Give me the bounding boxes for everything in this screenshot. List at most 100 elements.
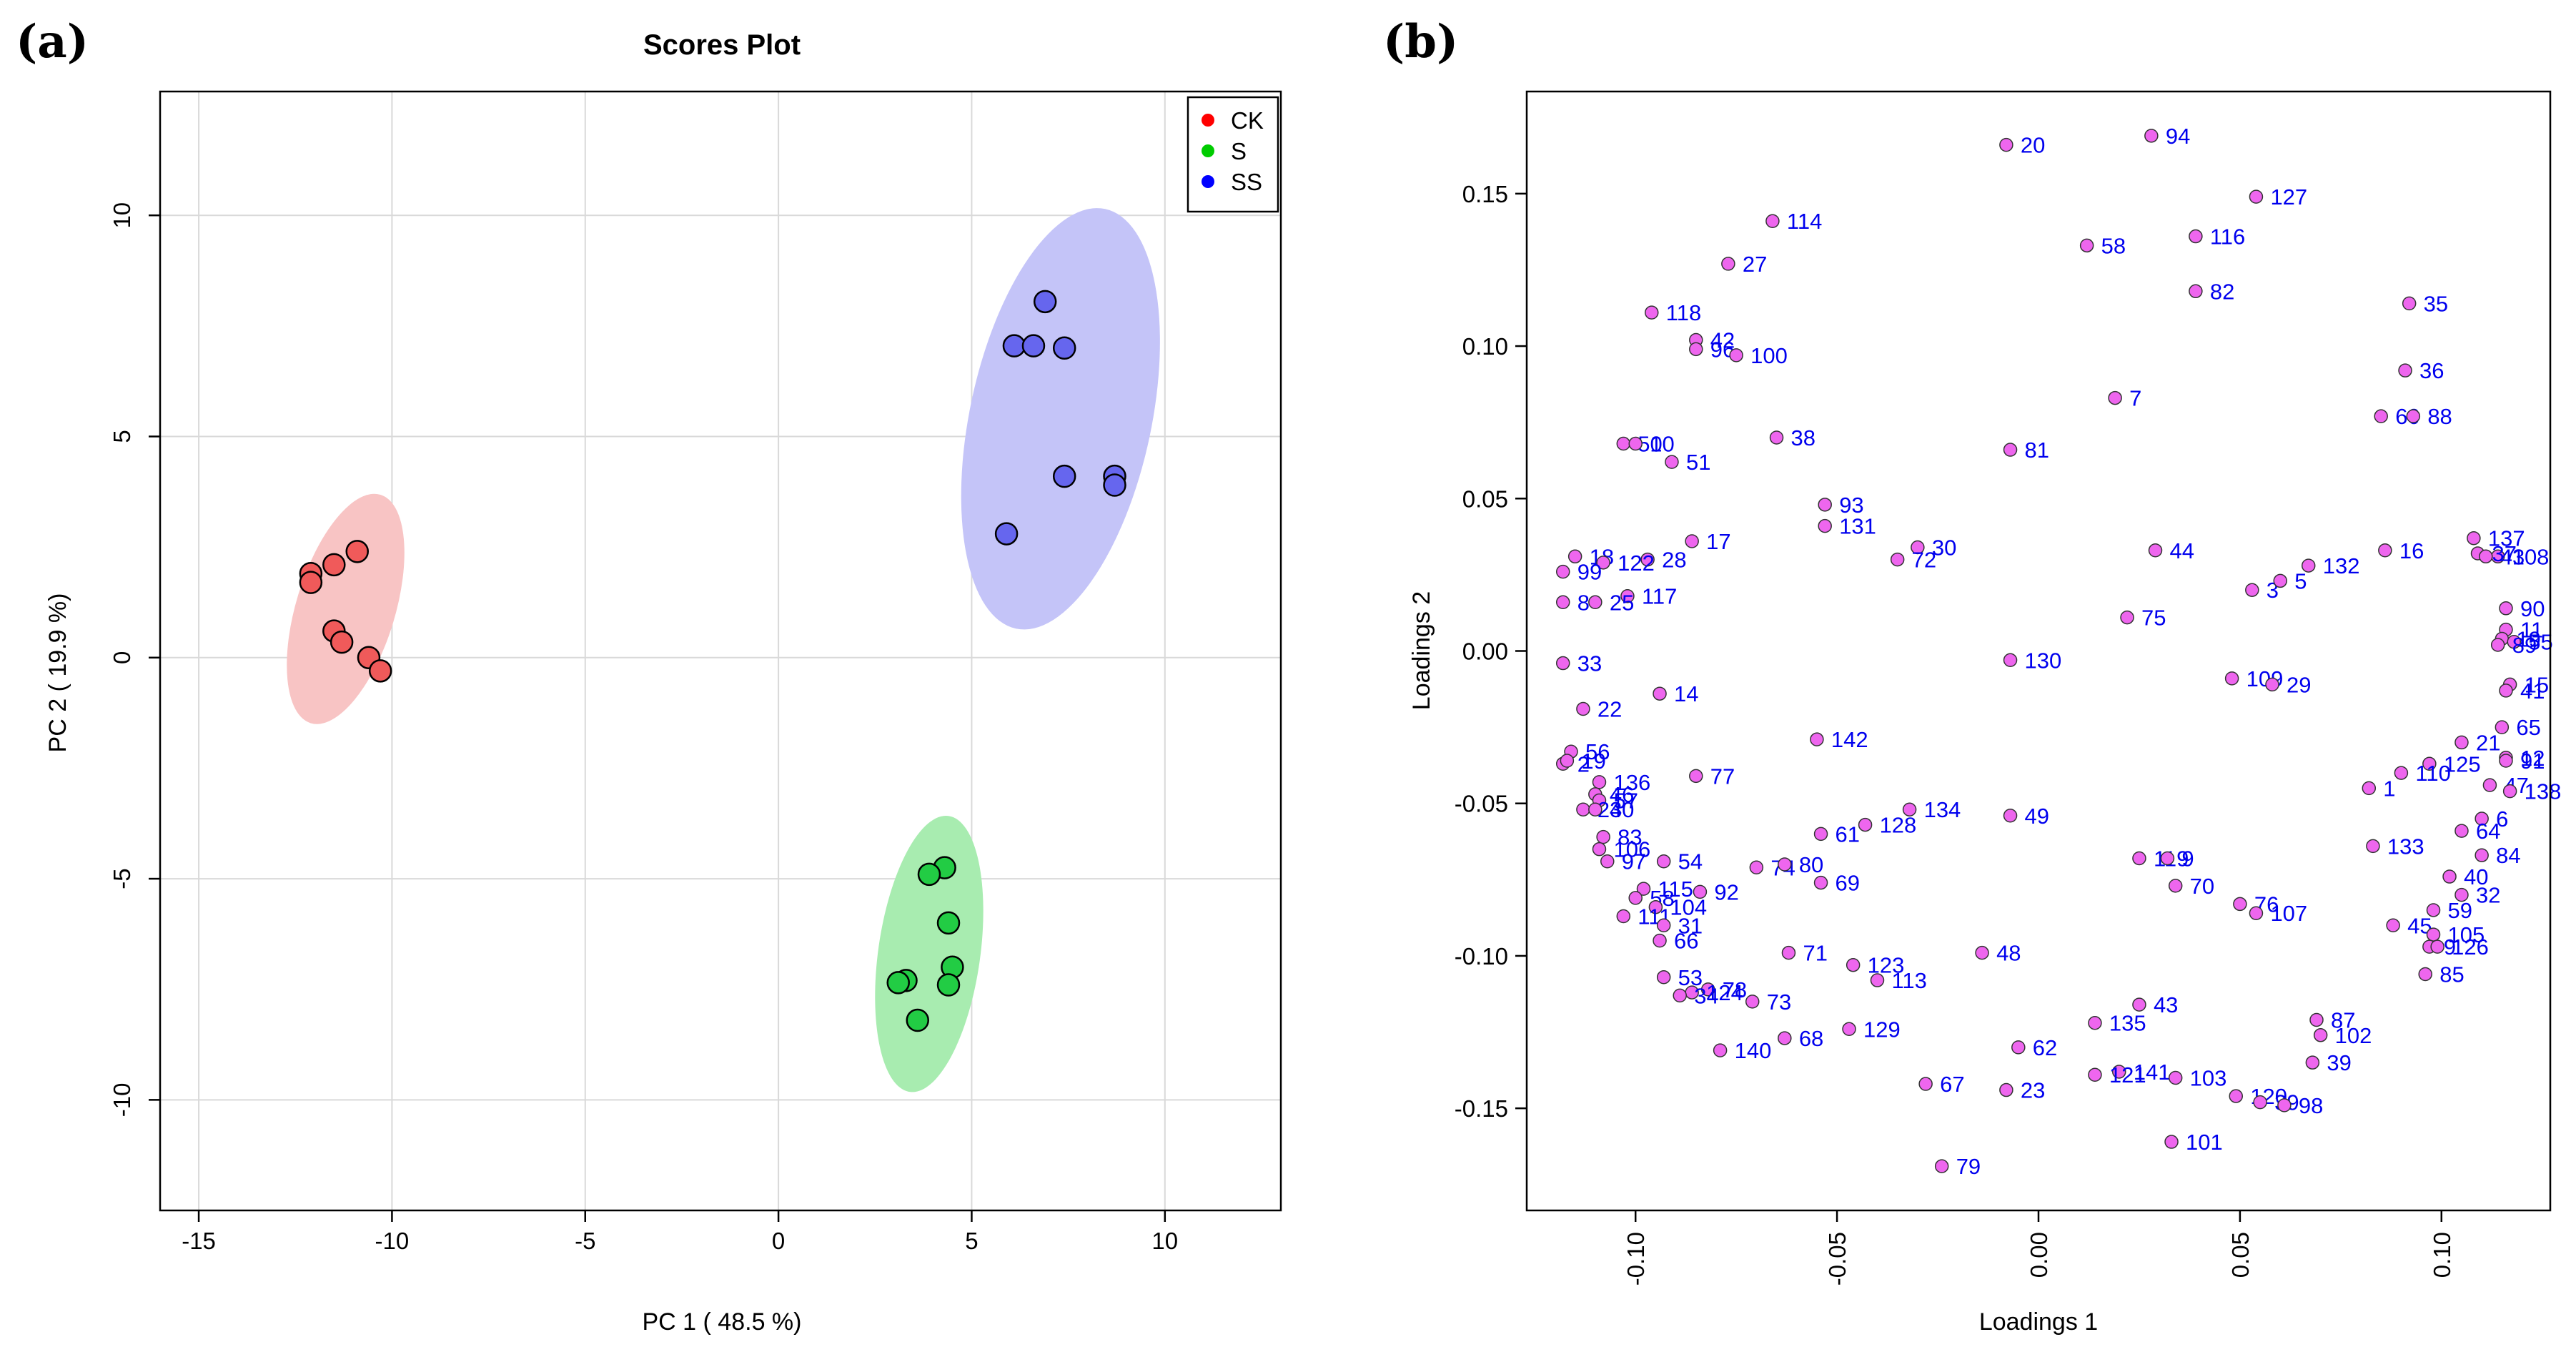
- loadings-plot-x-axis-title: Loadings 1: [1979, 1308, 2098, 1336]
- loading-point-67: [1918, 1077, 1933, 1091]
- loading-point-104: [1648, 899, 1663, 914]
- loading-label-55: 55: [2528, 630, 2552, 655]
- loadings-y-tick-label-0: 0.00: [1462, 638, 1508, 665]
- loading-label-11: 11: [2520, 618, 2543, 643]
- loadings-y-tick-label-0-05: 0.05: [1462, 485, 1508, 512]
- loading-point-22: [1576, 701, 1590, 716]
- loading-label-65: 65: [2516, 715, 2540, 740]
- loading-label-118: 118: [1666, 300, 1701, 325]
- loading-point-75: [2120, 610, 2134, 625]
- x-tick-label-5: 5: [965, 1228, 978, 1254]
- loading-label-29: 29: [2287, 672, 2311, 697]
- loading-point-96: [1689, 342, 1703, 357]
- loading-point-38: [1769, 430, 1784, 445]
- point-ss-5: [1052, 464, 1076, 488]
- loading-point-85: [2418, 967, 2432, 982]
- loading-point-91: [2499, 754, 2513, 768]
- loading-point-44: [2148, 543, 2163, 558]
- point-s-8: [906, 1008, 930, 1032]
- loading-label-19b: 19: [1581, 749, 1605, 774]
- loading-label-62: 62: [2033, 1035, 2057, 1060]
- point-s-7: [886, 971, 910, 995]
- loading-point-125: [2422, 756, 2437, 771]
- loading-label-64: 64: [2476, 819, 2500, 844]
- loading-label-116: 116: [2210, 224, 2245, 250]
- y-tick-label-0: 0: [109, 651, 135, 664]
- loading-point-111: [1616, 909, 1631, 924]
- loading-point-41: [2499, 684, 2513, 698]
- y-tick-label-10: 10: [109, 202, 135, 229]
- loading-point-83: [1596, 829, 1610, 844]
- loading-label-66: 66: [1674, 929, 1698, 954]
- loading-point-59: [2426, 903, 2441, 917]
- loading-label-98: 98: [2299, 1093, 2323, 1118]
- y-tick-label-5: -5: [109, 868, 135, 889]
- loading-label-87: 87: [2331, 1007, 2355, 1032]
- loading-point-134: [1902, 802, 1917, 816]
- loading-label-83: 83: [1618, 825, 1642, 850]
- x-tick-label-5: -5: [575, 1228, 595, 1254]
- loading-point-71: [1781, 945, 1796, 960]
- point-ss-1: [1033, 290, 1057, 314]
- loading-label-56: 56: [1585, 739, 1610, 764]
- loading-label-134: 134: [1924, 797, 1961, 822]
- loading-point-36: [2398, 363, 2412, 378]
- loading-label-38: 38: [1791, 425, 1815, 450]
- loading-label-126: 126: [2452, 934, 2489, 959]
- y-tick-label-5: 5: [109, 430, 135, 443]
- loading-point-23b: [1576, 802, 1590, 816]
- loading-point-103: [2168, 1070, 2183, 1085]
- loading-label-104: 104: [1670, 895, 1707, 920]
- loading-label-93: 93: [1839, 493, 1863, 518]
- loading-point-135: [2088, 1015, 2102, 1030]
- loading-label-7: 7: [2129, 386, 2141, 411]
- loadings-x-tick-label-0: 0.00: [2026, 1232, 2052, 1278]
- loading-label-79: 79: [1956, 1154, 1981, 1179]
- loading-point-30: [1911, 540, 1925, 555]
- scores-plot-x-axis-title: PC 1 ( 48.5 %): [643, 1308, 802, 1336]
- x-tick-label-0: 0: [772, 1228, 785, 1254]
- loading-point-64: [2454, 824, 2469, 838]
- loading-point-126: [2430, 939, 2444, 954]
- loading-point-129: [1842, 1022, 1856, 1037]
- loading-label-97: 97: [1622, 849, 1646, 874]
- loading-label-130: 130: [2025, 648, 2062, 673]
- loadings-y-tick-label-0-1: -0.10: [1455, 943, 1508, 969]
- loading-label-57: 57: [1613, 788, 1638, 813]
- loading-point-35: [2402, 296, 2417, 311]
- loading-label-12: 12: [2520, 746, 2545, 771]
- loading-label-28: 28: [1662, 548, 1686, 573]
- loading-label-30: 30: [1932, 536, 1956, 561]
- loading-label-103: 103: [2190, 1066, 2227, 1091]
- loading-point-29: [2265, 677, 2279, 692]
- point-ck-3: [322, 553, 346, 577]
- loading-point-110: [2394, 766, 2409, 780]
- loading-label-137: 137: [2488, 526, 2525, 551]
- loading-point-9: [2160, 851, 2175, 866]
- loading-label-69: 69: [1836, 871, 1860, 896]
- loading-label-89: 89: [2512, 633, 2537, 658]
- y-tick-label-10: -10: [109, 1083, 135, 1117]
- loading-point-45: [2386, 918, 2400, 933]
- scores-plot-title: Scores Plot: [643, 29, 801, 61]
- loading-point-60: [2374, 409, 2388, 423]
- loading-label-2: 2: [1577, 751, 1590, 776]
- loading-label-117: 117: [1642, 584, 1677, 609]
- loading-label-141: 141: [2134, 1060, 2171, 1085]
- loading-point-54: [1656, 854, 1671, 869]
- loading-point-6: [2475, 811, 2489, 826]
- loading-label-16: 16: [2399, 538, 2424, 563]
- loading-label-106: 106: [1613, 837, 1650, 862]
- loading-label-27: 27: [1743, 252, 1767, 277]
- scores-plot-confidence-ellipses: [287, 208, 1160, 1092]
- loading-point-100: [1729, 348, 1743, 362]
- loading-label-31: 31: [1678, 913, 1703, 938]
- loading-point-137: [2467, 531, 2481, 546]
- loading-label-32: 32: [2476, 883, 2500, 908]
- loading-point-20: [1999, 137, 2013, 152]
- loading-point-131: [1818, 518, 1832, 533]
- loading-point-43b: [2132, 997, 2146, 1012]
- loading-label-140: 140: [1735, 1038, 1772, 1063]
- legend-label-ck: CK: [1231, 107, 1264, 134]
- loading-label-107: 107: [2270, 901, 2307, 926]
